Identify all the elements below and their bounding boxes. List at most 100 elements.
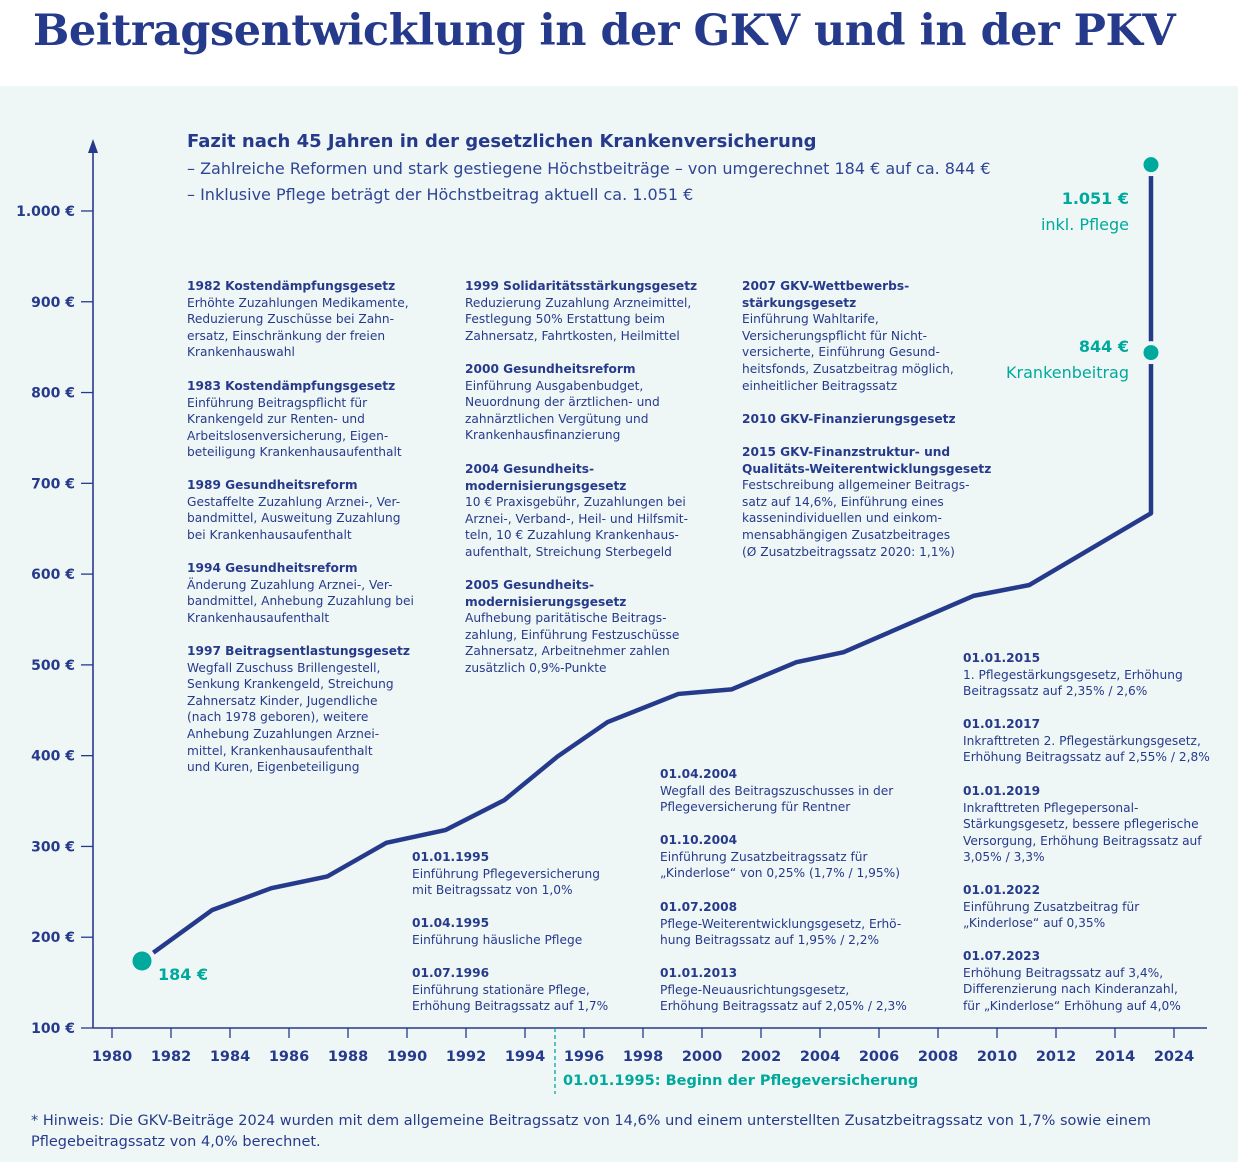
x-tick-label: 1998 [623, 1049, 663, 1065]
annotation-title: 1982 Kostendämpfungsgesetz [187, 279, 396, 293]
annotation-block: 01.01.2019 Inkrafttreten Pflegepersonal- … [963, 783, 1202, 866]
y-tick-label: 1.000 € [16, 204, 75, 220]
annotation-text: Einführung stationäre Pflege, Erhöhung B… [412, 982, 609, 1014]
annotation-title: 2004 Gesundheits- modernisierungsgesetz [465, 462, 627, 493]
annotation-text: Einführung Beitragspflicht für Krankenge… [187, 395, 402, 460]
annotation-block: 2005 Gesundheits- modernisierungsgesetz A… [465, 577, 679, 677]
x-tick-label: 1994 [505, 1049, 545, 1065]
annotation-text: Einführung Zusatzbeitragssatz für „Kinde… [660, 849, 901, 881]
annotation-title: 1989 Gesundheitsreform [187, 478, 358, 492]
annotation-block: 2000 Gesundheitsreform Einführung Ausgabe… [465, 361, 660, 444]
annotation-title: 01.07.2023 [963, 949, 1041, 963]
annotation-text: Gestaffelte Zuzahlung Arznei-, Ver- band… [187, 494, 401, 542]
annotation-text: Einführung Pflegeversicherung mit Beitra… [412, 866, 600, 898]
page-title: Beitragsentwicklung in der GKV und in de… [33, 6, 1176, 56]
annotation-title: 01.01.1995 [412, 850, 490, 864]
x-tick-label: 1996 [564, 1049, 604, 1065]
annotation-block: 01.01.2017 Inkrafttreten 2. Pflegestärkun… [963, 716, 1210, 766]
annotation-text: Einführung Wahltarife, Versicherungspfli… [742, 312, 954, 393]
annotation-text: Pflege-Weiterentwicklungsgesetz, Erhö- h… [660, 916, 902, 948]
annotation-block: 2004 Gesundheits- modernisierungsgesetz 1… [465, 461, 688, 561]
annotation-block: 1997 Beitragsentlastungsgesetz Wegfall Zu… [187, 643, 410, 776]
annotation-block: 1982 Kostendämpfungsgesetz Erhöhte Zuzahl… [187, 278, 409, 361]
x-tick-label: 2002 [741, 1049, 781, 1065]
annotation-block: 2007 GKV-Wettbewerbs- stärkungsgesetz Ein… [742, 278, 954, 394]
annotation-text: Festschreibung allgemeiner Beitrags- sat… [742, 478, 970, 559]
annotation-title: 1983 Kostendämpfungsgesetz [187, 379, 396, 393]
annotation-title: 01.01.2022 [963, 883, 1041, 897]
annotation-text: Aufhebung paritätische Beitrags- zahlung… [465, 611, 680, 675]
annotation-block: 01.04.2004 Wegfall des Beitragszuschusses… [660, 766, 893, 816]
annotation-title: 01.01.2015 [963, 651, 1041, 665]
annotation-text: Wegfall des Beitragszuschusses in der Pf… [660, 783, 894, 815]
annotation-text: Erhöhung Beitragssatz auf 3,4%, Differen… [963, 965, 1181, 1013]
x-tick-label: 1982 [151, 1049, 191, 1065]
annotation-block: 2010 GKV-Finanzierungsgesetz [742, 411, 956, 428]
fazit-bullet: – Inklusive Pflege beträgt der Höchstbei… [187, 185, 694, 204]
annotation-block: 01.07.1996 Einführung stationäre Pflege, … [412, 965, 608, 1015]
marks [132, 153, 1163, 971]
x-tick-label: 1986 [269, 1049, 309, 1065]
x-tick-label: 2006 [859, 1049, 899, 1065]
x-tick-label: 1992 [446, 1049, 486, 1065]
fazit-title: Fazit nach 45 Jahren in der gesetzlichen… [187, 131, 817, 152]
annotation-title: 2010 GKV-Finanzierungsgesetz [742, 412, 956, 426]
x-tick-label: 2014 [1095, 1049, 1135, 1065]
series [151, 164, 1154, 955]
x-tick-label: 2004 [800, 1049, 840, 1065]
pflege-value-label: 1.051 € inkl. Pflege [1040, 189, 1129, 234]
x-tick-label: 1990 [387, 1049, 427, 1065]
y-tick-label: 500 € [31, 658, 75, 674]
annotation-text: Wegfall Zuschuss Brillengestell, Senkung… [187, 660, 394, 775]
y-tick-label: 300 € [31, 839, 75, 855]
annotation-block: 1994 Gesundheitsreform Änderung Zuzahlung… [187, 560, 414, 626]
annotation-text: Inkrafttreten 2. Pflegestärkungsgesetz, … [963, 733, 1210, 765]
y-tick-label: 600 € [31, 567, 75, 583]
x-tick-label: 1988 [328, 1049, 368, 1065]
annotation-title: 01.07.2008 [660, 900, 738, 914]
annotation-title: 01.04.2004 [660, 767, 738, 781]
annotation-text: Erhöhte Zuzahlungen Medikamente, Reduzie… [187, 295, 409, 360]
x-tick-label: 1980 [92, 1049, 132, 1065]
y-tick-label: 900 € [31, 295, 75, 311]
annotation-text: Änderung Zuzahlung Arznei-, Ver- bandmit… [187, 577, 414, 625]
x-tick-label: 2010 [977, 1049, 1017, 1065]
annotation-title: 1997 Beitragsentlastungsgesetz [187, 644, 410, 658]
fazit-bullet: – Zahlreiche Reformen und stark gestiege… [187, 159, 991, 178]
y-tick-label: 800 € [31, 386, 75, 402]
start-value-label: 184 € [158, 965, 209, 984]
annotation-block: 01.07.2023 Erhöhung Beitragssatz auf 3,4%… [963, 948, 1181, 1014]
annotation-block: 1983 Kostendämpfungsgesetz Einführung Bei… [187, 378, 402, 461]
annotation-title: 01.01.2017 [963, 717, 1041, 731]
x-tick-label: 2008 [918, 1049, 958, 1065]
y-tick-label: 700 € [31, 476, 75, 492]
kranken-point-marker [1139, 341, 1163, 365]
x-tick-label: 2000 [682, 1049, 722, 1065]
annotation-title: 2005 Gesundheits- modernisierungsgesetz [465, 578, 627, 609]
y-axis-arrow-icon [88, 139, 98, 153]
annotation-block: 01.01.2015 1. Pflegestärkungsgesetz, Erhö… [963, 650, 1183, 700]
annotation-block: 01.01.2022 Einführung Zusatzbeitrag für „… [963, 882, 1139, 932]
annotation-block: 2015 GKV-Finanzstruktur- und Qualitäts-W… [742, 444, 991, 560]
y-tick-label: 400 € [31, 749, 75, 765]
annotation-text: Pflege-Neuausrichtungsgesetz, Erhöhung B… [660, 982, 907, 1014]
annotation-block: 1989 Gesundheitsreform Gestaffelte Zuzahl… [187, 477, 400, 543]
annotation-block: 01.10.2004 Einführung Zusatzbeitragssatz … [660, 832, 900, 882]
annotation-text: Reduzierung Zuzahlung Arzneimittel, Fest… [465, 295, 692, 343]
annotation-title: 1994 Gesundheitsreform [187, 561, 358, 575]
annotation-text: Einführung Ausgabenbudget, Neuordnung de… [465, 378, 660, 443]
annotation-title: 01.10.2004 [660, 833, 738, 847]
annotation-title: 01.07.1996 [412, 966, 490, 980]
x-tick-label: 1984 [210, 1049, 250, 1065]
start-point-marker [132, 951, 152, 971]
annotation-block: 01.07.2008 Pflege-Weiterentwicklungsgeset… [660, 899, 901, 949]
axes [88, 139, 1207, 1094]
annotation-block: 01.04.1995 Einführung häusliche Pflege [412, 915, 582, 948]
annotation-title: 2015 GKV-Finanzstruktur- und Qualitäts-W… [742, 445, 992, 476]
x-tick-label: 2024 [1154, 1049, 1194, 1065]
footer-note: * Hinweis: Die GKV-Beiträge 2024 wurden … [31, 1113, 1152, 1150]
ticks: 100 € 200 € 300 € 400 € 500 € 600 € 700 € 800 €… [16, 204, 1194, 1065]
annotation-text: 10 € Praxisgebühr, Zuzahlungen bei Arzne… [465, 495, 688, 559]
annotation-block: 1999 Solidaritätsstärkungsgesetz Reduzier… [465, 278, 697, 344]
